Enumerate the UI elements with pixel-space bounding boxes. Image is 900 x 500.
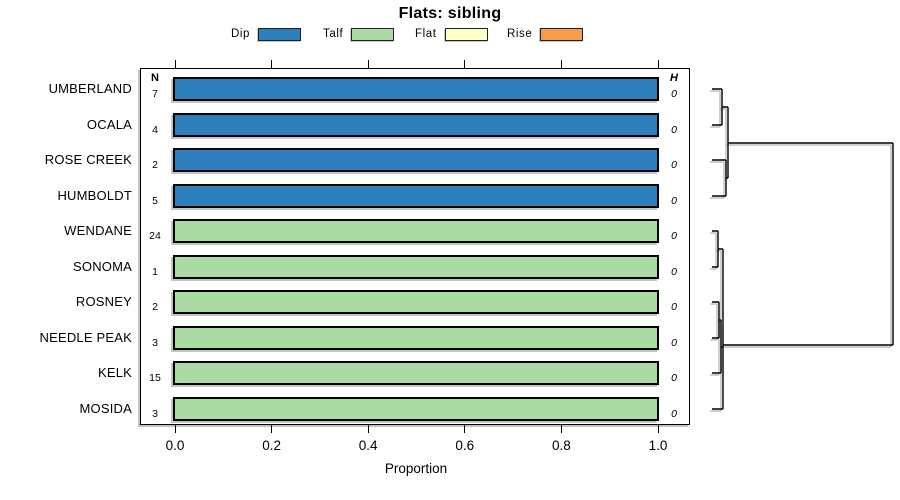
bar-dip bbox=[173, 113, 659, 137]
legend-swatch-flat bbox=[444, 27, 488, 41]
tick-bottom bbox=[657, 425, 659, 433]
tick-label: 0.0 bbox=[165, 438, 185, 453]
row-label: MOSIDA bbox=[79, 401, 132, 416]
bar-talf bbox=[173, 397, 659, 421]
tick-label: 1.0 bbox=[648, 438, 668, 453]
h-value: 0 bbox=[671, 372, 677, 384]
n-value: 3 bbox=[152, 337, 158, 349]
n-value: 3 bbox=[152, 408, 158, 420]
row-label: UMBERLAND bbox=[48, 81, 132, 96]
h-value: 0 bbox=[671, 88, 677, 100]
bar-talf bbox=[173, 326, 659, 350]
tick-bottom bbox=[464, 425, 466, 433]
bar-talf bbox=[173, 219, 659, 243]
dendrogram-lines bbox=[712, 88, 894, 410]
n-value: 2 bbox=[152, 159, 158, 171]
legend-label: Dip bbox=[231, 28, 251, 40]
h-value: 0 bbox=[671, 159, 677, 171]
legend-item: Rise bbox=[507, 26, 584, 42]
tick-top bbox=[560, 60, 563, 68]
tick-label: 0.8 bbox=[552, 438, 571, 453]
row-label: HUMBOLDT bbox=[57, 188, 132, 203]
legend-label: Talf bbox=[323, 28, 344, 40]
bar-dip bbox=[173, 77, 659, 101]
tick-bottom bbox=[367, 425, 369, 433]
bar-dip bbox=[173, 148, 659, 172]
row-label: OCALA bbox=[86, 117, 132, 132]
bar-dip bbox=[173, 184, 659, 208]
legend-label: Rise bbox=[507, 28, 533, 40]
row-label: SONOMA bbox=[73, 259, 132, 274]
h-value: 0 bbox=[671, 301, 677, 313]
bar-talf bbox=[173, 255, 659, 279]
legend-swatch-dip bbox=[258, 27, 302, 41]
tick-bottom bbox=[271, 425, 273, 433]
x-axis-label: Proportion bbox=[384, 461, 448, 476]
tick-label: 0.4 bbox=[358, 438, 378, 453]
legend-swatch-talf bbox=[351, 27, 395, 41]
tick-top bbox=[464, 60, 466, 68]
tick-label: 0.6 bbox=[455, 438, 475, 453]
n-value: 5 bbox=[152, 195, 158, 207]
h-value: 0 bbox=[671, 230, 677, 242]
h-value: 0 bbox=[671, 124, 677, 136]
n-value: 2 bbox=[152, 301, 158, 313]
tick-top bbox=[367, 60, 369, 68]
legend-item: Dip bbox=[231, 26, 302, 42]
tick-top bbox=[271, 60, 273, 68]
h-value: 0 bbox=[671, 408, 677, 420]
tick-top bbox=[657, 60, 659, 68]
row-label: NEEDLE PEAK bbox=[39, 330, 132, 345]
bar-talf bbox=[173, 361, 659, 385]
bar-talf bbox=[173, 290, 659, 314]
row-label: KELK bbox=[97, 365, 132, 380]
h-column-header: H bbox=[670, 72, 678, 84]
n-column-header: N bbox=[151, 72, 159, 84]
dendrogram-shadow bbox=[710, 90, 892, 412]
h-value: 0 bbox=[671, 195, 677, 207]
tick-bottom bbox=[174, 425, 176, 433]
legend-item: Talf bbox=[323, 26, 395, 42]
n-value: 7 bbox=[152, 88, 158, 100]
tick-label: 0.2 bbox=[262, 438, 281, 453]
chart-title: Flats: sibling bbox=[398, 5, 502, 22]
n-value: 15 bbox=[149, 372, 161, 384]
tick-top bbox=[174, 60, 176, 68]
plot-area bbox=[140, 68, 690, 425]
row-label: ROSNEY bbox=[75, 294, 132, 309]
row-label: WENDANE bbox=[64, 223, 132, 238]
legend-item: Flat bbox=[415, 26, 488, 42]
h-value: 0 bbox=[671, 266, 677, 278]
n-value: 1 bbox=[152, 266, 158, 278]
tick-bottom bbox=[560, 425, 563, 433]
legend-label: Flat bbox=[415, 28, 437, 40]
row-label: ROSE CREEK bbox=[44, 152, 132, 167]
legend-swatch-rise bbox=[540, 27, 584, 41]
n-value: 24 bbox=[149, 230, 161, 242]
h-value: 0 bbox=[671, 337, 677, 349]
n-value: 4 bbox=[152, 124, 158, 136]
